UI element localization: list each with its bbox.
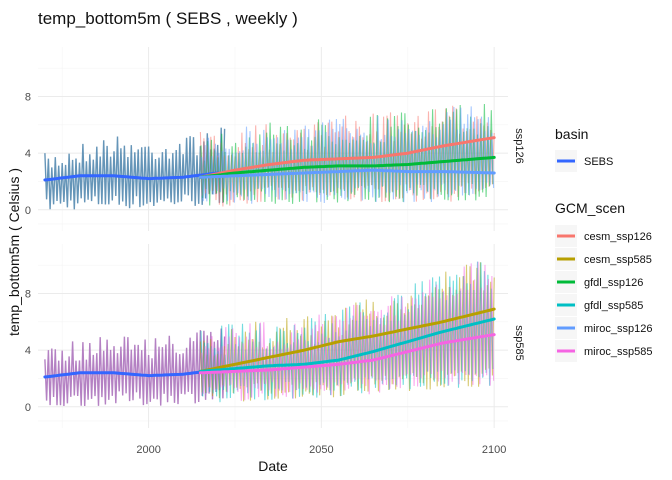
raw-projection-line bbox=[201, 261, 495, 401]
raw-projection-line bbox=[201, 106, 495, 204]
facet-strip-ssp585: ssp585 bbox=[513, 325, 525, 360]
smooth-line-sebs bbox=[43, 171, 220, 182]
y-tick-label: 4 bbox=[25, 148, 31, 160]
legend-title: GCM_scen bbox=[555, 200, 625, 216]
smooth-line-cesm_ssp585 bbox=[198, 307, 496, 373]
legend-entry-label: miroc_ssp585 bbox=[584, 346, 652, 358]
raw-hindcast-line bbox=[44, 328, 226, 407]
y-axis-label: temp_bottom5m ( Celsius ) bbox=[6, 168, 22, 336]
smooth-line-miroc_ssp585 bbox=[198, 333, 496, 375]
smooth-line-miroc_ssp126 bbox=[198, 168, 496, 179]
y-tick-label: 8 bbox=[25, 92, 31, 104]
y-tick-label: 8 bbox=[25, 289, 31, 301]
x-tick-label: 2100 bbox=[482, 444, 506, 456]
legend-entry-label: cesm_ssp585 bbox=[584, 254, 652, 266]
smooth-line-gfdl_ssp126 bbox=[198, 155, 496, 179]
legend-entry-label: gfdl_ssp585 bbox=[584, 300, 643, 312]
smooth-line-gfdl_ssp585 bbox=[198, 317, 496, 373]
x-tick-label: 2050 bbox=[309, 444, 333, 456]
facet-strip-ssp126: ssp126 bbox=[513, 128, 525, 163]
y-tick-label: 0 bbox=[25, 402, 31, 414]
x-axis-ticks: 2000 2050 2100 bbox=[136, 444, 506, 456]
y-tick-label: 0 bbox=[25, 205, 31, 217]
legend: basin SEBS GCM_scen cesm_ssp126 cesm_ssp585g… bbox=[555, 126, 652, 362]
smooth-line-cesm_ssp126 bbox=[198, 136, 496, 179]
legend-entry-label: miroc_ssp126 bbox=[584, 323, 652, 335]
x-axis-label: Date bbox=[258, 458, 288, 474]
y-tick-label: 4 bbox=[25, 345, 31, 357]
facet-panel-ssp585: 0 4 8 bbox=[25, 244, 508, 428]
x-tick-label: 2000 bbox=[136, 444, 160, 456]
chart-title: temp_bottom5m ( SEBS , weekly ) bbox=[38, 9, 298, 28]
legend-entry-label: cesm_ssp126 bbox=[584, 231, 652, 243]
facet-panel-ssp126: 0 4 8 bbox=[25, 47, 508, 231]
legend-entry-label: gfdl_ssp126 bbox=[584, 277, 643, 289]
raw-hindcast-line bbox=[44, 127, 226, 210]
legend-title: basin bbox=[555, 126, 588, 142]
legend-entry-label: SEBS bbox=[584, 156, 613, 168]
smooth-line-sebs bbox=[43, 368, 220, 379]
